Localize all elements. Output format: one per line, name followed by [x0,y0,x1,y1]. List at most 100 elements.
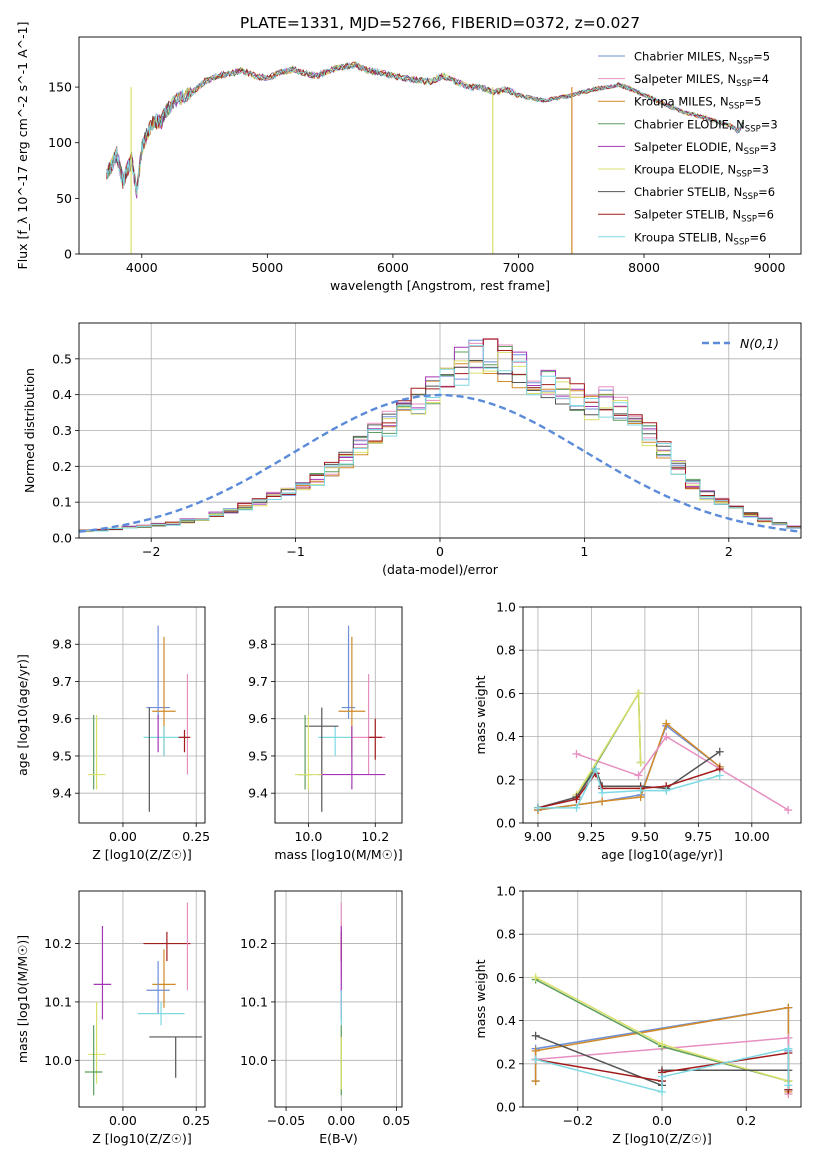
errorbar-point [146,961,169,1014]
x-tick-label: 10.0 [294,829,322,844]
weight-marker [784,806,792,814]
errorbar-point [138,1002,185,1025]
legend-label-suffix: =3 [752,163,769,177]
weight-marker [658,1088,666,1096]
y-tick-label: 0.2 [52,459,72,474]
weight-marker [532,1077,540,1085]
x-axis-label: Z [log10(Z/Z☉)] [92,1131,192,1146]
grid-residuals [79,323,801,538]
y-tick-label: 0.4 [52,387,72,402]
x-tick-label: 0.00 [327,1113,355,1128]
errorbar-point [342,626,355,719]
legend-label: Chabrier STELIB, NSSP=6 [634,185,775,202]
y-tick-label: 0.3 [52,423,72,438]
errorbar-point [318,726,351,756]
weight-marker [532,1055,540,1063]
legend-label-sub: SSP [745,124,761,134]
y-tick-label: 9.4 [248,786,268,801]
y-axis-label: mass [log10(M/M☉)] [15,935,30,1063]
legend-label-sub: SSP [737,57,753,67]
weight-line-salpeter-stelib [538,769,720,808]
errorbar-point [88,715,106,789]
x-tick-label: 9.75 [684,829,712,844]
y-tick-label: 0.0 [496,816,516,831]
y-tick-label: 10.2 [44,936,72,951]
x-tick-label: 9.00 [524,829,552,844]
legend-label: Chabrier MILES, NSSP=5 [634,50,770,67]
y-tick-label: 0.4 [496,729,516,744]
y-tick-label: 9.7 [248,674,268,689]
y-tick-label: 10.1 [44,994,72,1009]
y-tick-label: 9.5 [52,748,72,763]
legend-label: Kroupa ELODIE, NSSP=3 [634,163,769,180]
y-tick-label: 9.7 [52,674,72,689]
legend-label-suffix: =6 [758,185,775,199]
errorbar-point [179,730,191,752]
x-axis-label: mass [log10(M/M☉)] [274,847,402,862]
legend-label-main: Salpeter MILES, N [634,72,736,86]
weight-marker [658,1073,666,1081]
x-tick-label: 1 [580,544,588,559]
x-tick-label: 4000 [126,260,158,275]
legend-label-sub: SSP [736,79,752,89]
y-tick-label: 0 [64,247,72,262]
x-tick-label: −0.2 [563,1113,593,1128]
axes-frame [79,891,205,1107]
y-axis-label: Flux [f_λ 10^-17 erg cm^-2 s^-1 A^-1] [15,22,30,270]
x-tick-label: 10.00 [734,829,770,844]
errorbar-point [146,626,169,719]
legend-label-suffix: =4 [752,72,769,86]
y-tick-label: 9.8 [248,637,268,652]
legend-label: Kroupa STELIB, NSSP=6 [634,230,766,247]
y-tick-label: 0.6 [496,970,516,985]
y-tick-label: 10.2 [240,936,268,951]
legend-label-main: Salpeter ELODIE, N [634,140,744,154]
y-tick-label: 9.6 [52,711,72,726]
grid-age-vs-mass [275,607,402,823]
y-tick-label: 1.0 [496,600,516,615]
y-tick-label: 100 [48,135,72,150]
x-axis-label: E(B-V) [319,1131,358,1146]
y-tick-label: 0.6 [496,686,516,701]
weight-marker [637,759,645,767]
legend-label-suffix: =6 [749,230,766,244]
x-tick-label: 9.50 [631,829,659,844]
y-tick-label: 0.1 [52,495,72,510]
y-tick-label: 1.0 [496,884,516,899]
x-tick-label: 0.00 [109,1113,137,1128]
errorbar-point [305,708,338,812]
grid-mass-vs-ebv [275,891,402,1107]
grid-age-vs-z [79,607,205,823]
x-tick-label: 6000 [377,260,409,275]
y-tick-label: 9.8 [52,637,72,652]
y-tick-label: 0.0 [52,531,72,546]
legend-label-main: Kroupa MILES, N [634,95,729,109]
weight-marker [716,748,724,756]
x-tick-label: 9.25 [578,829,606,844]
errorbar-point [352,674,385,775]
axes-frame [79,607,205,823]
legend-label-sub: SSP [736,170,752,180]
y-tick-label: 0.2 [496,772,516,787]
legend-label-main: Kroupa STELIB, N [634,230,734,244]
legend-label-suffix: =5 [744,95,761,109]
y-axis-label: Normed distribution [22,368,37,493]
legend-label-sub: SSP [744,147,760,157]
weight-marker [716,771,724,779]
x-tick-label: −1 [286,544,304,559]
marks-spectrum [107,62,744,254]
y-tick-label: 0.2 [496,1056,516,1071]
legend-label-main: Chabrier MILES, N [634,50,737,64]
x-tick-label: 0.25 [182,829,210,844]
figure-title: PLATE=1331, MJD=52766, FIBERID=0372, z=0… [240,14,640,32]
weight-marker [598,789,606,797]
legend-label-gaussian: N(0,1) [740,336,779,351]
y-tick-label: 10.0 [44,1053,72,1068]
errorbar-point [152,949,175,1007]
y-tick-label: 0.4 [496,1013,516,1028]
